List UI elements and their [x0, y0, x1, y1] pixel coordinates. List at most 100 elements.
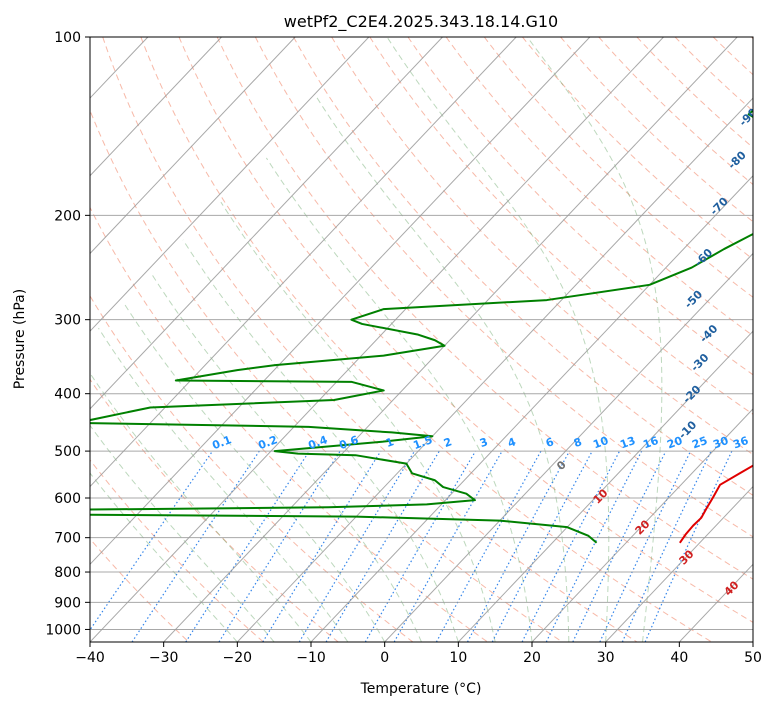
dry-adiabat-line: [369, 37, 753, 415]
mixing-ratio-line: [218, 450, 341, 642]
x-tick-label: −20: [223, 650, 253, 666]
temperature-profile-line: [679, 464, 753, 544]
x-tick-label: 30: [597, 650, 615, 666]
dry-adiabat-line: [90, 538, 190, 642]
dry-adiabat-line: [483, 37, 753, 298]
axes: −40 −30 −20 −10 0 10 20 30 40 5010020030040050060…: [45, 30, 762, 666]
mixing-ratio-line: [491, 450, 593, 642]
y-tick-label: 400: [54, 387, 81, 403]
mixing-ratio-line: [466, 450, 571, 642]
dry-adiabat-line: [407, 37, 753, 376]
profile-lines: [90, 109, 753, 544]
x-tick-label: −10: [296, 650, 326, 666]
dewpoint-profile-line: [90, 109, 753, 544]
x-tick-label: −40: [75, 650, 105, 666]
moist-adiabat-line: [122, 301, 386, 642]
mixing-ratio-line: [262, 450, 382, 642]
dry-adiabat-line: [102, 37, 638, 642]
dry-adiabat-line: [90, 109, 563, 642]
mixing-ratio-label: 10: [591, 434, 610, 452]
dry-adiabat-line: [751, 37, 753, 40]
mixing-ratio-line: [298, 450, 416, 642]
mixing-ratio-label: 36: [731, 434, 750, 452]
mixing-ratio-line: [521, 450, 621, 642]
mixing-ratio-line: [572, 450, 667, 642]
isotherm-line: [90, 37, 222, 177]
x-tick-label: 50: [744, 650, 762, 666]
mixing-ratio-label: 1: [384, 435, 396, 450]
mixing-ratio-line: [545, 450, 643, 642]
dry-adiabat-label: -90: [737, 106, 760, 129]
mixing-ratio-line: [131, 450, 260, 642]
mixing-ratio-line: [364, 450, 477, 642]
moist-adiabat-label: 20: [633, 517, 653, 537]
isotherm-line: [90, 37, 517, 488]
isotherm-line: [90, 37, 664, 642]
dry-adiabat-line: [216, 37, 753, 580]
moist-adiabat-line: [314, 94, 570, 642]
dry-adiabat-line: [90, 378, 339, 642]
x-tick-label: −30: [149, 650, 179, 666]
mixing-ratio-label: 6: [544, 435, 556, 450]
isotherm-line: [531, 408, 753, 642]
mixing-ratio-label: 0.4: [306, 433, 329, 452]
mixing-ratio-line: [90, 450, 213, 631]
y-axis-label: Pressure (hPa): [12, 289, 28, 389]
x-axis-label: Temperature (°C): [360, 681, 482, 697]
dry-adiabat-line: [598, 37, 753, 186]
y-tick-label: 900: [54, 595, 81, 611]
mixing-ratio-label: 8: [572, 435, 584, 450]
dry-adiabat-line: [140, 37, 712, 642]
dry-adiabat-line: [178, 37, 753, 623]
moist-adiabat-label: 0: [554, 458, 569, 473]
mixing-ratio-label: 2: [442, 435, 454, 450]
background-lines: [90, 37, 753, 642]
chart-title: wetPf2_C2E4.2025.343.18.14.G10: [284, 12, 558, 32]
dry-adiabat-label: -30: [688, 351, 711, 374]
mixing-ratio-line: [599, 450, 692, 642]
isotherm-line: [457, 330, 753, 642]
dry-adiabat-label: -20: [680, 383, 703, 406]
mixing-ratio-label: 0.1: [210, 433, 233, 452]
mixing-ratio-label: 30: [711, 434, 730, 452]
x-tick-label: 10: [449, 650, 467, 666]
moist-adiabat-line: [220, 201, 496, 642]
dry-adiabat-line: [636, 37, 753, 149]
x-tick-label: 0: [380, 650, 389, 666]
y-tick-label: 700: [54, 531, 81, 547]
moist-adiabat-label: 40: [722, 578, 742, 598]
mixing-ratio-label: 0.2: [256, 433, 279, 452]
dry-adiabat-line: [90, 206, 488, 642]
y-tick-label: 300: [54, 313, 81, 329]
isotherm-line: [90, 37, 370, 332]
isotherm-line: [310, 175, 753, 642]
moist-adiabat-line: [526, 37, 663, 642]
y-tick-label: 1000: [45, 622, 81, 638]
mixing-ratio-line: [185, 450, 310, 642]
mixing-ratio-label: 25: [690, 434, 709, 451]
isotherm-line: [678, 563, 753, 642]
dry-adiabat-line: [90, 459, 264, 642]
dry-adiabat-line: [293, 37, 753, 496]
isotherm-line: [605, 485, 753, 642]
mixing-ratio-label: 16: [641, 434, 660, 452]
moist-adiabat-line: [150, 272, 422, 642]
mixing-ratio-label: 3: [478, 435, 490, 450]
x-tick-label: 40: [670, 650, 688, 666]
moist-adiabat-line: [265, 157, 533, 642]
dry-adiabat-line: [254, 37, 753, 538]
dry-adiabat-label: -70: [708, 194, 731, 217]
dry-adiabat-line: [522, 37, 753, 260]
x-tick-label: 20: [523, 650, 541, 666]
mixing-ratio-label: 1.5: [411, 433, 434, 452]
isotherm-line: [90, 37, 443, 410]
y-tick-label: 500: [54, 444, 81, 460]
moist-adiabat-line: [386, 37, 610, 642]
mixing-ratio-label: 4: [506, 435, 518, 450]
dry-adiabat-line: [445, 37, 753, 337]
plot-frame: [89, 36, 754, 643]
dry-adiabat-label: -40: [697, 322, 720, 345]
mixing-ratio-label: 13: [618, 434, 637, 451]
isotherm-line: [384, 252, 753, 642]
